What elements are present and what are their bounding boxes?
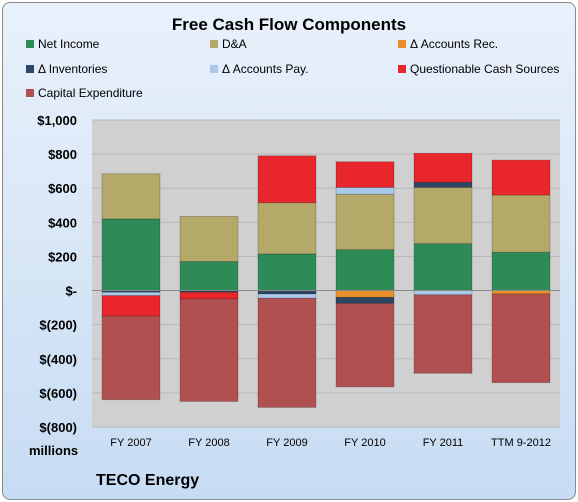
x-tick-label: FY 2011: [423, 437, 464, 449]
bar-segment: [335, 302, 395, 388]
bar-segment: [179, 215, 239, 262]
y-tick-label: $800: [48, 147, 77, 162]
bar-segment: [413, 152, 473, 183]
y-tick-label: $(800): [39, 420, 77, 435]
legend-item: Net Income: [26, 37, 99, 51]
legend-label: Net Income: [38, 37, 100, 51]
bar-segment: [335, 186, 395, 195]
bar-segment: [491, 159, 551, 196]
legend-swatch: [26, 65, 34, 73]
y-tick-label: $(200): [39, 318, 77, 333]
bar-segment: [335, 249, 395, 291]
legend-item: Questionable Cash Sources: [398, 62, 559, 76]
bar-segment: [257, 290, 317, 295]
legend-swatch: [210, 65, 218, 73]
legend-item: Δ Accounts Pay.: [210, 62, 309, 76]
legend-swatch: [398, 65, 406, 73]
y-tick-label: $400: [48, 215, 77, 230]
legend-swatch: [210, 40, 218, 48]
x-tick-label: FY 2009: [266, 437, 307, 449]
bar-segment: [101, 173, 161, 220]
bar-segment: [335, 296, 395, 304]
legend-label: D&A: [222, 37, 247, 51]
bar-segment: [491, 251, 551, 291]
bar-segment: [257, 293, 317, 299]
legend-label: Δ Inventories: [38, 62, 108, 76]
legend-label: Questionable Cash Sources: [410, 62, 560, 76]
y-tick-label: $200: [48, 249, 77, 264]
y-tick-label: $(600): [39, 386, 77, 401]
bar-segment: [257, 253, 317, 291]
bar-segment: [179, 291, 239, 300]
legend-label: Capital Expenditure: [38, 86, 143, 100]
bar-segment: [257, 155, 317, 204]
bar-segment: [491, 290, 551, 295]
bar-segment: [101, 291, 161, 297]
bar-segment: [413, 290, 473, 296]
x-tick-label: TTM 9-2012: [491, 437, 551, 449]
y-axis-unit-label: millions: [29, 443, 78, 458]
legend-swatch: [26, 89, 34, 97]
bar-segment: [491, 194, 551, 253]
x-tick-label: FY 2007: [110, 437, 151, 449]
legend-label: Δ Accounts Rec.: [410, 37, 499, 51]
bar-segment: [101, 218, 161, 291]
y-tick-label: $600: [48, 181, 77, 196]
bar-segment: [413, 294, 473, 374]
y-tick-label: $-: [65, 284, 77, 299]
bar-segment: [413, 243, 473, 291]
bar-segment: [179, 298, 239, 402]
bar-segment: [413, 186, 473, 245]
legend-swatch: [398, 40, 406, 48]
bar-segment: [179, 261, 239, 291]
plot-background: [92, 120, 560, 427]
bar-segment: [257, 297, 317, 408]
bar-segment: [413, 181, 473, 188]
bar-segment: [257, 202, 317, 255]
legend-swatch: [26, 40, 34, 48]
x-tick-label: FY 2010: [344, 437, 385, 449]
company-label: TECO Energy: [96, 472, 200, 489]
x-tick-label: FY 2008: [188, 437, 229, 449]
bar-segment: [101, 315, 161, 401]
y-tick-label: $1,000: [37, 113, 77, 128]
bar-segment: [335, 193, 395, 251]
legend-item: D&A: [210, 37, 247, 51]
bar-segment: [335, 161, 395, 188]
bar-segment: [101, 295, 161, 317]
y-tick-label: $(400): [39, 352, 77, 367]
chart-title: Free Cash Flow Components: [171, 15, 407, 34]
legend-label: Δ Accounts Pay.: [222, 62, 309, 76]
legend-item: Δ Inventories: [26, 62, 107, 76]
bar-segment: [335, 290, 395, 298]
bar-segment: [491, 293, 551, 384]
legend-item: Δ Accounts Rec.: [398, 37, 498, 51]
legend-item: Capital Expenditure: [26, 86, 143, 100]
